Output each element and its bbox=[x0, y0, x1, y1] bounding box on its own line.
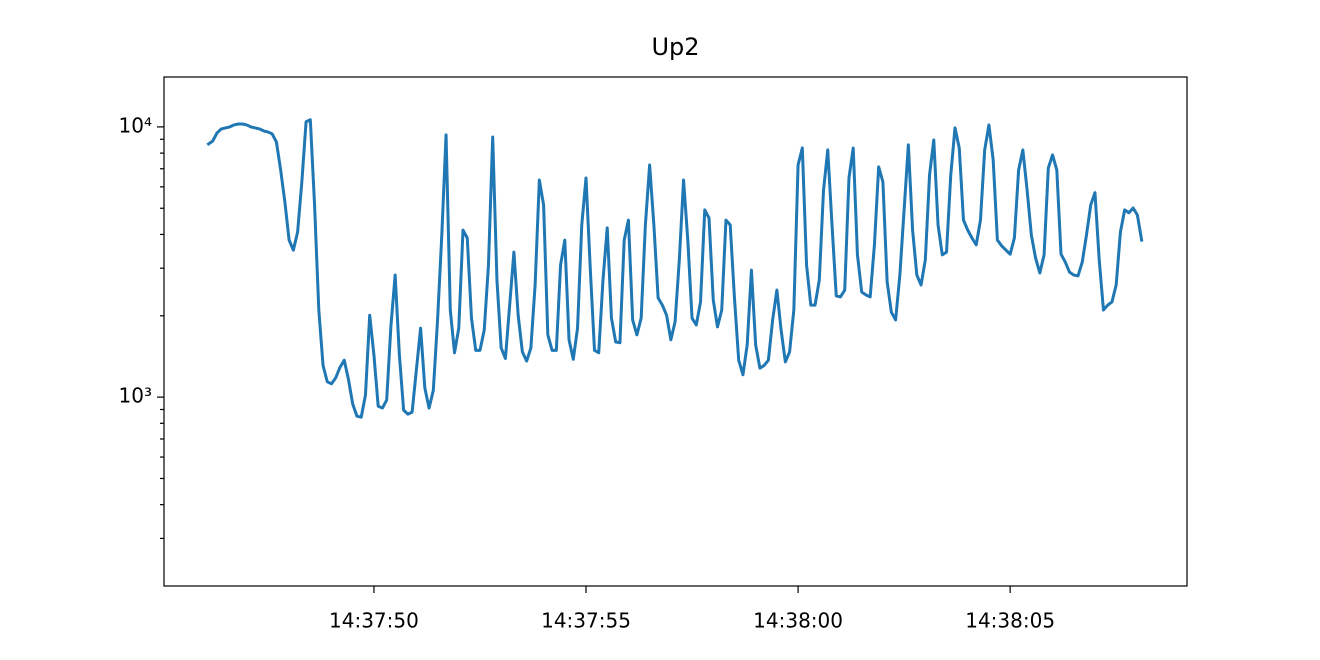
chart-title: Up2 bbox=[651, 33, 699, 61]
x-tick-label: 14:38:05 bbox=[965, 609, 1055, 633]
plot-frame bbox=[163, 76, 1188, 587]
x-tick-label: 14:37:50 bbox=[329, 609, 419, 633]
y-tick-label: 10⁴ bbox=[119, 113, 152, 137]
x-tick-label: 14:38:00 bbox=[753, 609, 843, 633]
x-tick-label: 14:37:55 bbox=[541, 609, 631, 633]
data-line bbox=[206, 118, 1144, 419]
y-tick-label: 10³ bbox=[119, 384, 152, 408]
